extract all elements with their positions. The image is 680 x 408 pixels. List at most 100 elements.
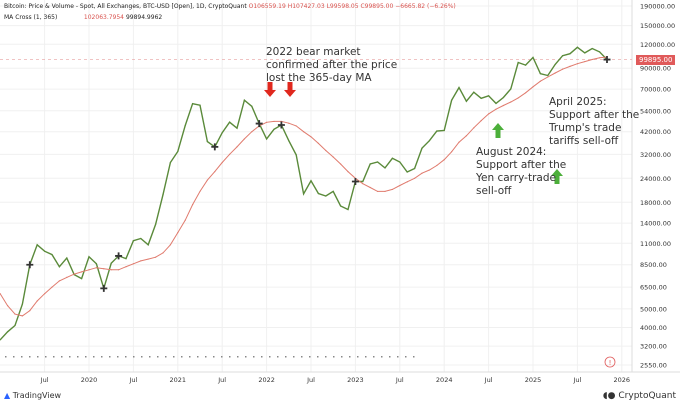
point-price (229, 121, 231, 123)
event-dot (5, 356, 7, 358)
point-ma365 (377, 190, 379, 193)
event-dot (269, 356, 271, 358)
point-ma365 (147, 258, 149, 260)
point-ma365 (317, 142, 319, 144)
event-dot (29, 356, 31, 358)
point-price (525, 64, 527, 66)
event-dot (261, 356, 263, 358)
point-price (21, 303, 23, 305)
y-tick-label: 14000.00 (640, 220, 671, 228)
point-price (458, 87, 460, 89)
event-dot (197, 356, 199, 358)
point-ma365 (184, 219, 186, 221)
point-ma365 (295, 125, 297, 127)
point-price (532, 56, 534, 59)
event-dot (13, 356, 15, 358)
event-dot (381, 356, 383, 358)
point-ma365 (554, 72, 556, 74)
point-price (517, 61, 519, 64)
y-tick-label: 5000.00 (640, 305, 667, 313)
point-price (44, 250, 46, 252)
point-ma365 (547, 76, 549, 78)
point-ma365 (384, 190, 386, 193)
point-price (243, 99, 245, 101)
point-ma365 (192, 204, 194, 206)
point-ma365 (251, 131, 253, 133)
event-dot (333, 356, 335, 358)
point-ma365 (266, 121, 268, 123)
point-ma365 (458, 141, 460, 143)
arrow-down-icon (284, 82, 296, 97)
ma-cross-marker (26, 261, 34, 269)
event-dot (181, 356, 183, 358)
point-ma365 (214, 171, 216, 173)
cryptoquant-icon: ◖● (602, 391, 616, 401)
event-dot (101, 356, 103, 358)
y-tick-label: 70000.00 (640, 86, 671, 94)
point-ma365 (177, 232, 179, 234)
event-dot (301, 356, 303, 358)
x-tick-label: 2020 (81, 376, 98, 384)
event-dot (285, 356, 287, 358)
event-dot (213, 356, 215, 358)
tradingview-label: TradingView (12, 391, 62, 400)
point-price (436, 130, 438, 132)
alert-icon (604, 356, 616, 368)
event-dot (69, 356, 71, 358)
point-ma365 (303, 131, 305, 133)
y-tick-label: 120000.00 (640, 41, 675, 49)
event-dot (413, 356, 415, 358)
annotation-aug-2024: August 2024: Support after the Yen carry… (476, 146, 566, 198)
point-ma365 (21, 315, 23, 317)
event-dot (117, 356, 119, 358)
point-price (584, 52, 586, 54)
point-price (488, 95, 490, 97)
y-tick-label: 2550.00 (640, 362, 667, 370)
cryptoquant-logo: ◖● CryptoQuant (603, 391, 676, 401)
event-dot (397, 356, 399, 358)
point-ma365 (155, 256, 157, 258)
point-price (177, 150, 179, 153)
event-dot (157, 356, 159, 358)
point-ma365 (103, 268, 105, 270)
arrow-up-icon (492, 123, 504, 138)
point-price (576, 46, 579, 48)
x-tick-label: 2021 (170, 376, 187, 384)
point-ma365 (421, 172, 423, 174)
x-tick-label: Jul (40, 376, 49, 384)
point-ma365 (229, 153, 231, 155)
event-dot (245, 356, 247, 358)
point-price (443, 129, 445, 132)
cryptoquant-label: CryptoQuant (618, 391, 676, 401)
point-ma365 (599, 57, 601, 59)
point-ma365 (436, 164, 438, 167)
point-ma365 (125, 266, 127, 268)
legend-close: C99895.00 (360, 3, 394, 10)
point-ma365 (206, 179, 208, 181)
tradingview-logo[interactable]: ▲ TradingView (4, 391, 61, 400)
point-ma365 (414, 177, 416, 179)
event-dot (237, 356, 239, 358)
annotation-line: April 2025: (549, 96, 607, 108)
point-ma365 (221, 161, 223, 164)
point-price (325, 195, 327, 197)
point-ma365 (532, 86, 534, 88)
point-price (480, 97, 482, 99)
event-dot (125, 356, 127, 358)
legend-ma-value-1: 102063.7954 (83, 14, 125, 21)
annotation-line: Support after the (476, 159, 567, 171)
point-price (7, 331, 9, 333)
point-ma365 (140, 260, 142, 262)
point-ma365 (465, 135, 467, 137)
event-dot (229, 356, 231, 358)
point-ma365 (576, 63, 579, 65)
annotation-line: 2022 bear market (266, 46, 361, 58)
point-price (317, 192, 319, 195)
x-tick-label: 2025 (525, 376, 542, 384)
y-tick-label: 150000.00 (640, 22, 675, 30)
event-dot (309, 356, 311, 358)
annotation-line: sell-off (476, 185, 512, 197)
legend-ma-label: MA Cross (1, 365) (4, 14, 58, 21)
